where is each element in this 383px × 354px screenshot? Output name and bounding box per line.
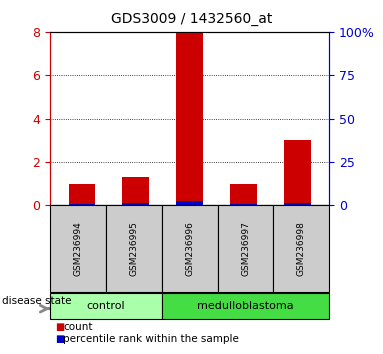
Bar <box>230 204 257 205</box>
Text: percentile rank within the sample: percentile rank within the sample <box>63 335 239 344</box>
Bar <box>123 203 149 205</box>
Text: GSM236995: GSM236995 <box>129 221 138 276</box>
Bar <box>69 184 95 205</box>
Text: ■: ■ <box>56 335 65 344</box>
Bar <box>123 177 149 205</box>
Text: GSM236998: GSM236998 <box>297 221 306 276</box>
Text: GDS3009 / 1432560_at: GDS3009 / 1432560_at <box>111 12 272 27</box>
Text: GSM236997: GSM236997 <box>241 221 250 276</box>
Bar <box>284 140 311 205</box>
Text: disease state: disease state <box>2 296 71 306</box>
Bar <box>230 184 257 205</box>
Text: GSM236994: GSM236994 <box>73 221 82 276</box>
Text: ■: ■ <box>56 322 65 332</box>
Text: control: control <box>87 301 125 311</box>
Text: GSM236996: GSM236996 <box>185 221 194 276</box>
Text: count: count <box>63 322 93 332</box>
Bar <box>176 32 203 205</box>
Bar <box>176 201 203 205</box>
Bar <box>69 204 95 205</box>
Bar <box>284 203 311 205</box>
Text: medulloblastoma: medulloblastoma <box>197 301 294 311</box>
